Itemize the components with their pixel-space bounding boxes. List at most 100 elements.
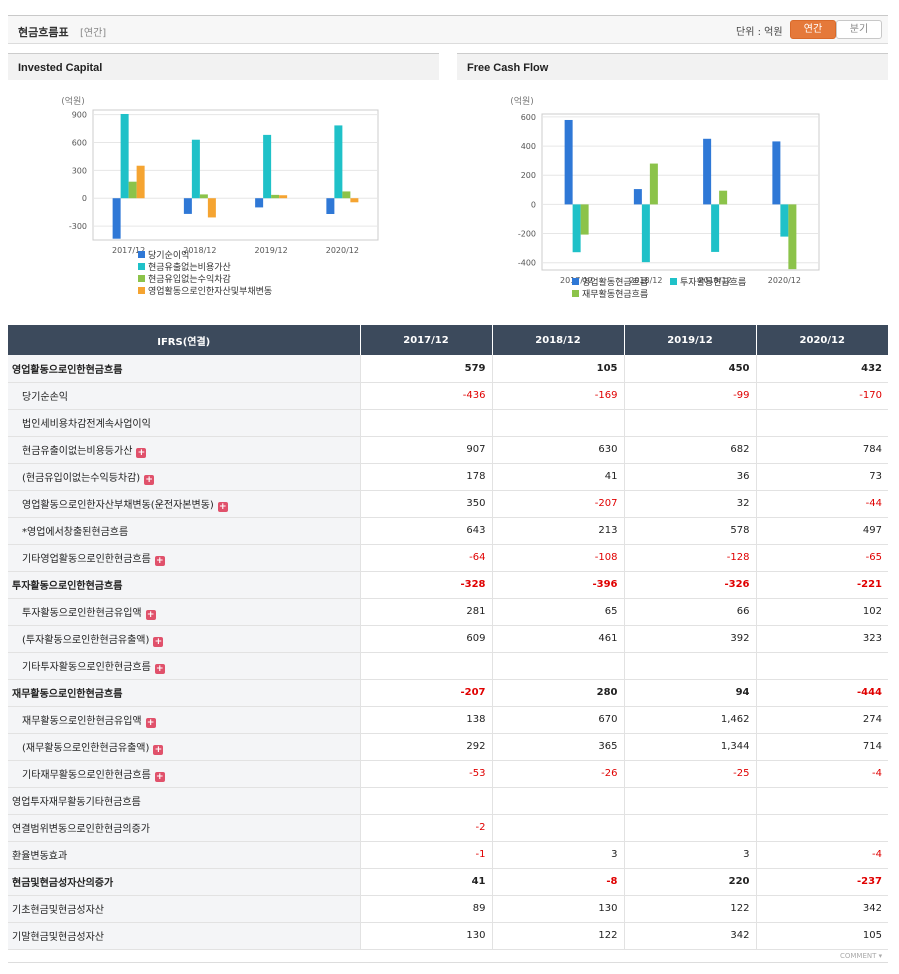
value-cell: 138	[359, 706, 492, 734]
bar-재무활동현금흐름	[649, 163, 658, 205]
table-row: 당기순손익 -436 -169 -99 -170	[8, 382, 888, 410]
bar-현금유입없는수익차감	[271, 194, 280, 199]
value-cell: 213	[491, 517, 624, 545]
bar-영업활동으로인한자산및부채변동	[136, 165, 145, 199]
bar-영업활동현금흐름	[772, 141, 781, 205]
invested-capital-title: Invested Capital	[8, 53, 439, 80]
expand-plus-icon[interactable]: +	[153, 636, 164, 647]
row-label: 법인세비용차감전계속사업이익	[8, 409, 360, 437]
row-label: (재무활동으로인한현금유출액) +	[8, 733, 360, 761]
value-cell: -237	[755, 868, 888, 896]
row-label: 연결범위변동으로인한현금의증가	[8, 814, 360, 842]
bar-영업활동으로인한자산및부채변동	[207, 198, 216, 218]
row-label-text: 환율변동효과	[12, 851, 68, 862]
row-label-text: (재무활동으로인한현금유출액)	[22, 742, 150, 754]
table-row[interactable]: 재무활동으로인한현금유입액 +138 670 1,462 274	[8, 706, 888, 734]
annual-toggle-button[interactable]: 연간	[790, 20, 836, 39]
value-cell: 122	[623, 895, 756, 923]
value-cell: 630	[491, 436, 624, 464]
value-cell	[491, 787, 624, 815]
table-row[interactable]: 투자활동으로인한현금유입액 +281 65 66 102	[8, 598, 888, 626]
value-cell	[491, 409, 624, 437]
row-label-text: 투자활동으로인한현금흐름	[12, 581, 123, 592]
table-row[interactable]: 기타투자활동으로인한현금흐름 +	[8, 652, 888, 680]
expand-plus-icon[interactable]: +	[144, 474, 155, 485]
y-tick-label: 600	[521, 113, 536, 122]
bar-현금유출없는비용가산	[334, 125, 343, 199]
value-cell: -53	[359, 760, 492, 788]
expand-plus-icon[interactable]: +	[154, 663, 165, 674]
row-label-text: 법인세비용차감전계속사업이익	[22, 419, 151, 430]
value-cell: 643	[359, 517, 492, 545]
row-label-text: 기초현금및현금성자산	[12, 905, 104, 916]
comment-toggle[interactable]: COMMENT ▾	[840, 952, 883, 960]
row-label-text: 영업활동으로인한현금흐름	[12, 364, 123, 376]
value-cell: -2	[359, 814, 492, 842]
table-row: *영업에서창출된현금흐름 643 213 578 497	[8, 517, 888, 545]
statement-title: 현금흐름표	[18, 26, 69, 39]
value-cell: 392	[623, 625, 756, 653]
table-row: 환율변동효과 -1 3 3 -4	[8, 841, 888, 869]
value-cell: 89	[359, 895, 492, 923]
row-label: 투자활동으로인한현금유입액 +	[8, 598, 360, 626]
table-row[interactable]: (재무활동으로인한현금유출액) +292 365 1,344 714	[8, 733, 888, 761]
y-tick-label: -300	[69, 222, 87, 231]
table-row: 법인세비용차감전계속사업이익	[8, 409, 888, 437]
value-cell: 432	[755, 355, 888, 383]
value-cell: 105	[755, 922, 888, 950]
y-tick-label: 400	[521, 142, 536, 151]
table-row: 영업투자재무활동기타현금흐름	[8, 787, 888, 815]
value-cell: -108	[491, 544, 624, 572]
table-row[interactable]: (투자활동으로인한현금유출액) +609 461 392 323	[8, 625, 888, 653]
value-cell	[623, 787, 756, 815]
row-label: 영업활동으로인한현금흐름	[8, 355, 360, 383]
table-row: 투자활동으로인한현금흐름 -328 -396 -326 -221	[8, 571, 888, 599]
row-label: 현금및현금성자산의증가	[8, 868, 360, 896]
value-cell: 130	[491, 895, 624, 923]
value-cell: 32	[623, 490, 756, 518]
expand-plus-icon[interactable]: +	[154, 771, 165, 782]
value-cell: 907	[359, 436, 492, 464]
expand-plus-icon[interactable]: +	[145, 609, 156, 620]
row-label-text: (투자활동으로인한현금유출액)	[22, 634, 150, 646]
expand-plus-icon[interactable]: +	[136, 447, 147, 458]
row-label: 투자활동으로인한현금흐름	[8, 571, 360, 599]
value-cell: 66	[623, 598, 756, 626]
free-cash-flow-chart: (억원)6004002000-200-4002017/122018/122019…	[510, 95, 820, 300]
value-cell: -64	[359, 544, 492, 572]
bar-투자활동현금흐름	[711, 204, 720, 252]
bar-투자활동현금흐름	[572, 204, 581, 253]
row-label-text: 현금유출이없는비용등가산	[22, 445, 133, 457]
table-row[interactable]: 영업활동으로인한자산부채변동(운전자본변동) +350 -207 32 -44	[8, 490, 888, 518]
table-row[interactable]: (현금유입이없는수익등차감) +178 41 36 73	[8, 463, 888, 491]
value-cell: -444	[755, 679, 888, 707]
legend-label: 현금유출없는비용가산	[148, 262, 231, 273]
free-cash-flow-title: Free Cash Flow	[457, 53, 888, 80]
table-row[interactable]: 현금유출이없는비용등가산 +907 630 682 784	[8, 436, 888, 464]
quarter-toggle-button[interactable]: 분기	[836, 20, 882, 39]
row-label-text: 당기순손익	[22, 392, 68, 403]
legend-label: 영업활동현금흐름	[582, 276, 648, 288]
value-cell	[623, 409, 756, 437]
y-tick-label: 300	[72, 166, 87, 175]
y-tick-label: 0	[82, 194, 87, 203]
value-cell: 36	[623, 463, 756, 491]
invested-capital-panel: Invested Capital (억원) 900 600 300 0 -300 2017/…	[8, 53, 439, 323]
bar-영업활동으로인한자산및부채변동	[279, 195, 288, 199]
table-row[interactable]: 기타재무활동으로인한현금흐름 + -53 -26 -25 -4	[8, 760, 888, 788]
expand-plus-icon[interactable]: +	[154, 555, 165, 566]
bar-당기순이익	[326, 198, 335, 214]
row-label: 기초현금및현금성자산	[8, 895, 360, 923]
legend-label: 당기순이익	[148, 249, 189, 261]
row-label: 영업활동으로인한자산부채변동(운전자본변동) +	[8, 490, 360, 518]
expand-plus-icon[interactable]: +	[153, 744, 164, 755]
expand-plus-icon[interactable]: +	[217, 501, 228, 512]
expand-plus-icon[interactable]: +	[145, 717, 156, 728]
bar-현금유출없는비용가산	[120, 113, 129, 199]
value-cell: 578	[623, 517, 756, 545]
row-label: 재무활동으로인한현금흐름	[8, 679, 360, 707]
legend-swatch	[138, 263, 145, 270]
x-tick-label: 2019/12	[699, 276, 732, 285]
table-row: 기초현금및현금성자산 89 130 122 342	[8, 895, 888, 923]
table-row[interactable]: 기타영업활동으로인한현금흐름 + -64 -108 -128 -65	[8, 544, 888, 572]
